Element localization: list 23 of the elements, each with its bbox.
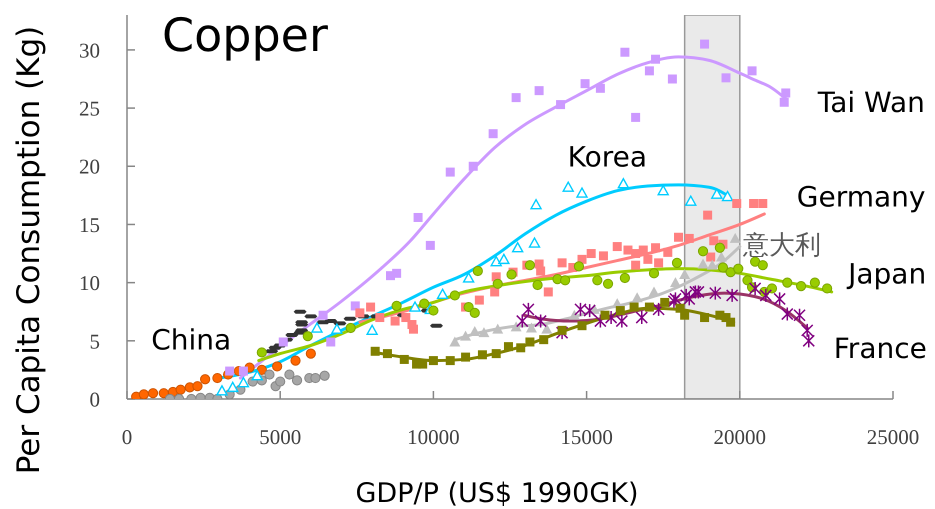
y-tick-label: 30 [79, 38, 100, 62]
y-tick-label: 25 [79, 96, 100, 121]
series-label: Korea [568, 140, 648, 174]
series-label: Japan [846, 256, 926, 290]
y-tick-label: 15 [79, 212, 100, 237]
y-tick-label: 10 [79, 271, 100, 296]
y-axis-title: Per Capita Consumption (Kg) [11, 26, 47, 474]
y-tick-label: 5 [90, 329, 100, 354]
series-label: China [151, 323, 232, 356]
x-tick-label: 15000 [560, 424, 613, 449]
x-tick-label: 5000 [259, 424, 302, 449]
x-tick-label: 10000 [407, 424, 460, 449]
y-tick-label: 20 [79, 154, 100, 179]
x-tick-label: 25000 [866, 424, 920, 449]
series-label: France [834, 331, 927, 364]
x-axis-title: GDP/P (US$ 1990GK) [355, 478, 639, 508]
series-label: Germany [796, 180, 926, 214]
x-tick-label: 0 [122, 424, 132, 449]
series-label: 意大利 [742, 230, 822, 260]
series-label: Tai Wan [816, 85, 925, 118]
x-tick-label: 20000 [714, 424, 766, 449]
y-tick-label: 0 [90, 387, 100, 412]
chart-title: Copper [162, 8, 328, 62]
